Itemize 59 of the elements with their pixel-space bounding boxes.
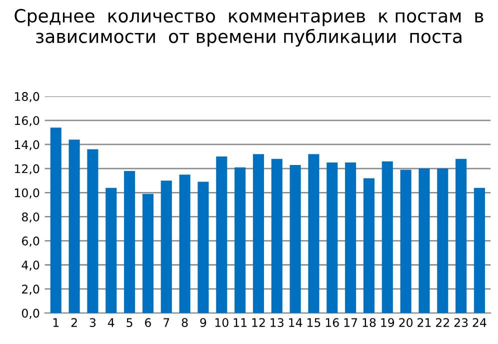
y-tick-label: 2,0 — [22, 284, 40, 295]
bar — [142, 194, 154, 314]
x-tick-label: 13 — [270, 318, 284, 328]
bar — [234, 167, 246, 314]
x-tick-label: 9 — [200, 318, 206, 328]
y-tick-label: 14,0 — [14, 140, 40, 150]
x-tick-label: 20 — [399, 318, 413, 328]
bar — [474, 188, 486, 314]
chart-title: Среднее количество комментариев к постам в зависимости от времени публикации поста — [14, 8, 484, 47]
x-tick-label: 5 — [126, 318, 132, 328]
bar — [252, 154, 264, 314]
x-tick-label: 16 — [326, 318, 339, 328]
bar — [437, 168, 448, 314]
bar — [216, 156, 228, 314]
y-tick-label: 4,0 — [22, 260, 40, 271]
y-tick-label: 12,0 — [14, 164, 40, 174]
x-tick-label: 24 — [472, 318, 486, 327]
x-tick-label: 6 — [145, 318, 151, 328]
bar — [382, 161, 393, 314]
x-tick-label: 12 — [252, 318, 265, 327]
bar — [160, 180, 172, 314]
bar — [68, 140, 80, 314]
x-tick-label: 15 — [308, 318, 320, 328]
y-tick-label: 6,0 — [22, 236, 40, 247]
x-tick-label: 10 — [215, 318, 228, 328]
x-tick-label: 11 — [234, 318, 246, 327]
bar — [326, 162, 338, 314]
x-tick-label: 19 — [381, 318, 394, 328]
x-tick-label: 21 — [418, 318, 431, 327]
y-tick-label: 18,0 — [14, 92, 40, 102]
x-tick-label: 23 — [454, 318, 468, 328]
y-tick-label: 10,0 — [14, 188, 40, 198]
bar — [50, 128, 62, 314]
bar — [106, 188, 117, 314]
x-tick-label: 2 — [71, 318, 77, 327]
bar — [345, 162, 356, 314]
bar — [400, 170, 412, 314]
bar — [87, 149, 98, 314]
bar — [271, 158, 282, 314]
x-tick-label: 18 — [362, 318, 376, 328]
x-tick-label: 1 — [53, 318, 59, 327]
x-tick-label: 17 — [344, 318, 358, 327]
x-tick-label: 8 — [182, 318, 188, 328]
x-tick-label: 14 — [289, 318, 302, 327]
bar — [124, 170, 136, 314]
x-tick-label: 22 — [436, 318, 449, 327]
bar — [179, 174, 190, 314]
y-tick-label: 0,0 — [22, 308, 40, 319]
x-tick-label: 7 — [164, 318, 170, 327]
bar — [290, 164, 301, 314]
bar — [363, 178, 374, 314]
x-tick-label: 4 — [108, 318, 114, 327]
x-tick-label: 3 — [90, 318, 96, 328]
bar — [418, 168, 430, 314]
bar — [198, 182, 209, 314]
y-tick-label: 16,0 — [14, 116, 40, 126]
bar — [456, 158, 467, 314]
bar — [308, 154, 320, 314]
y-tick-label: 8,0 — [22, 212, 40, 223]
